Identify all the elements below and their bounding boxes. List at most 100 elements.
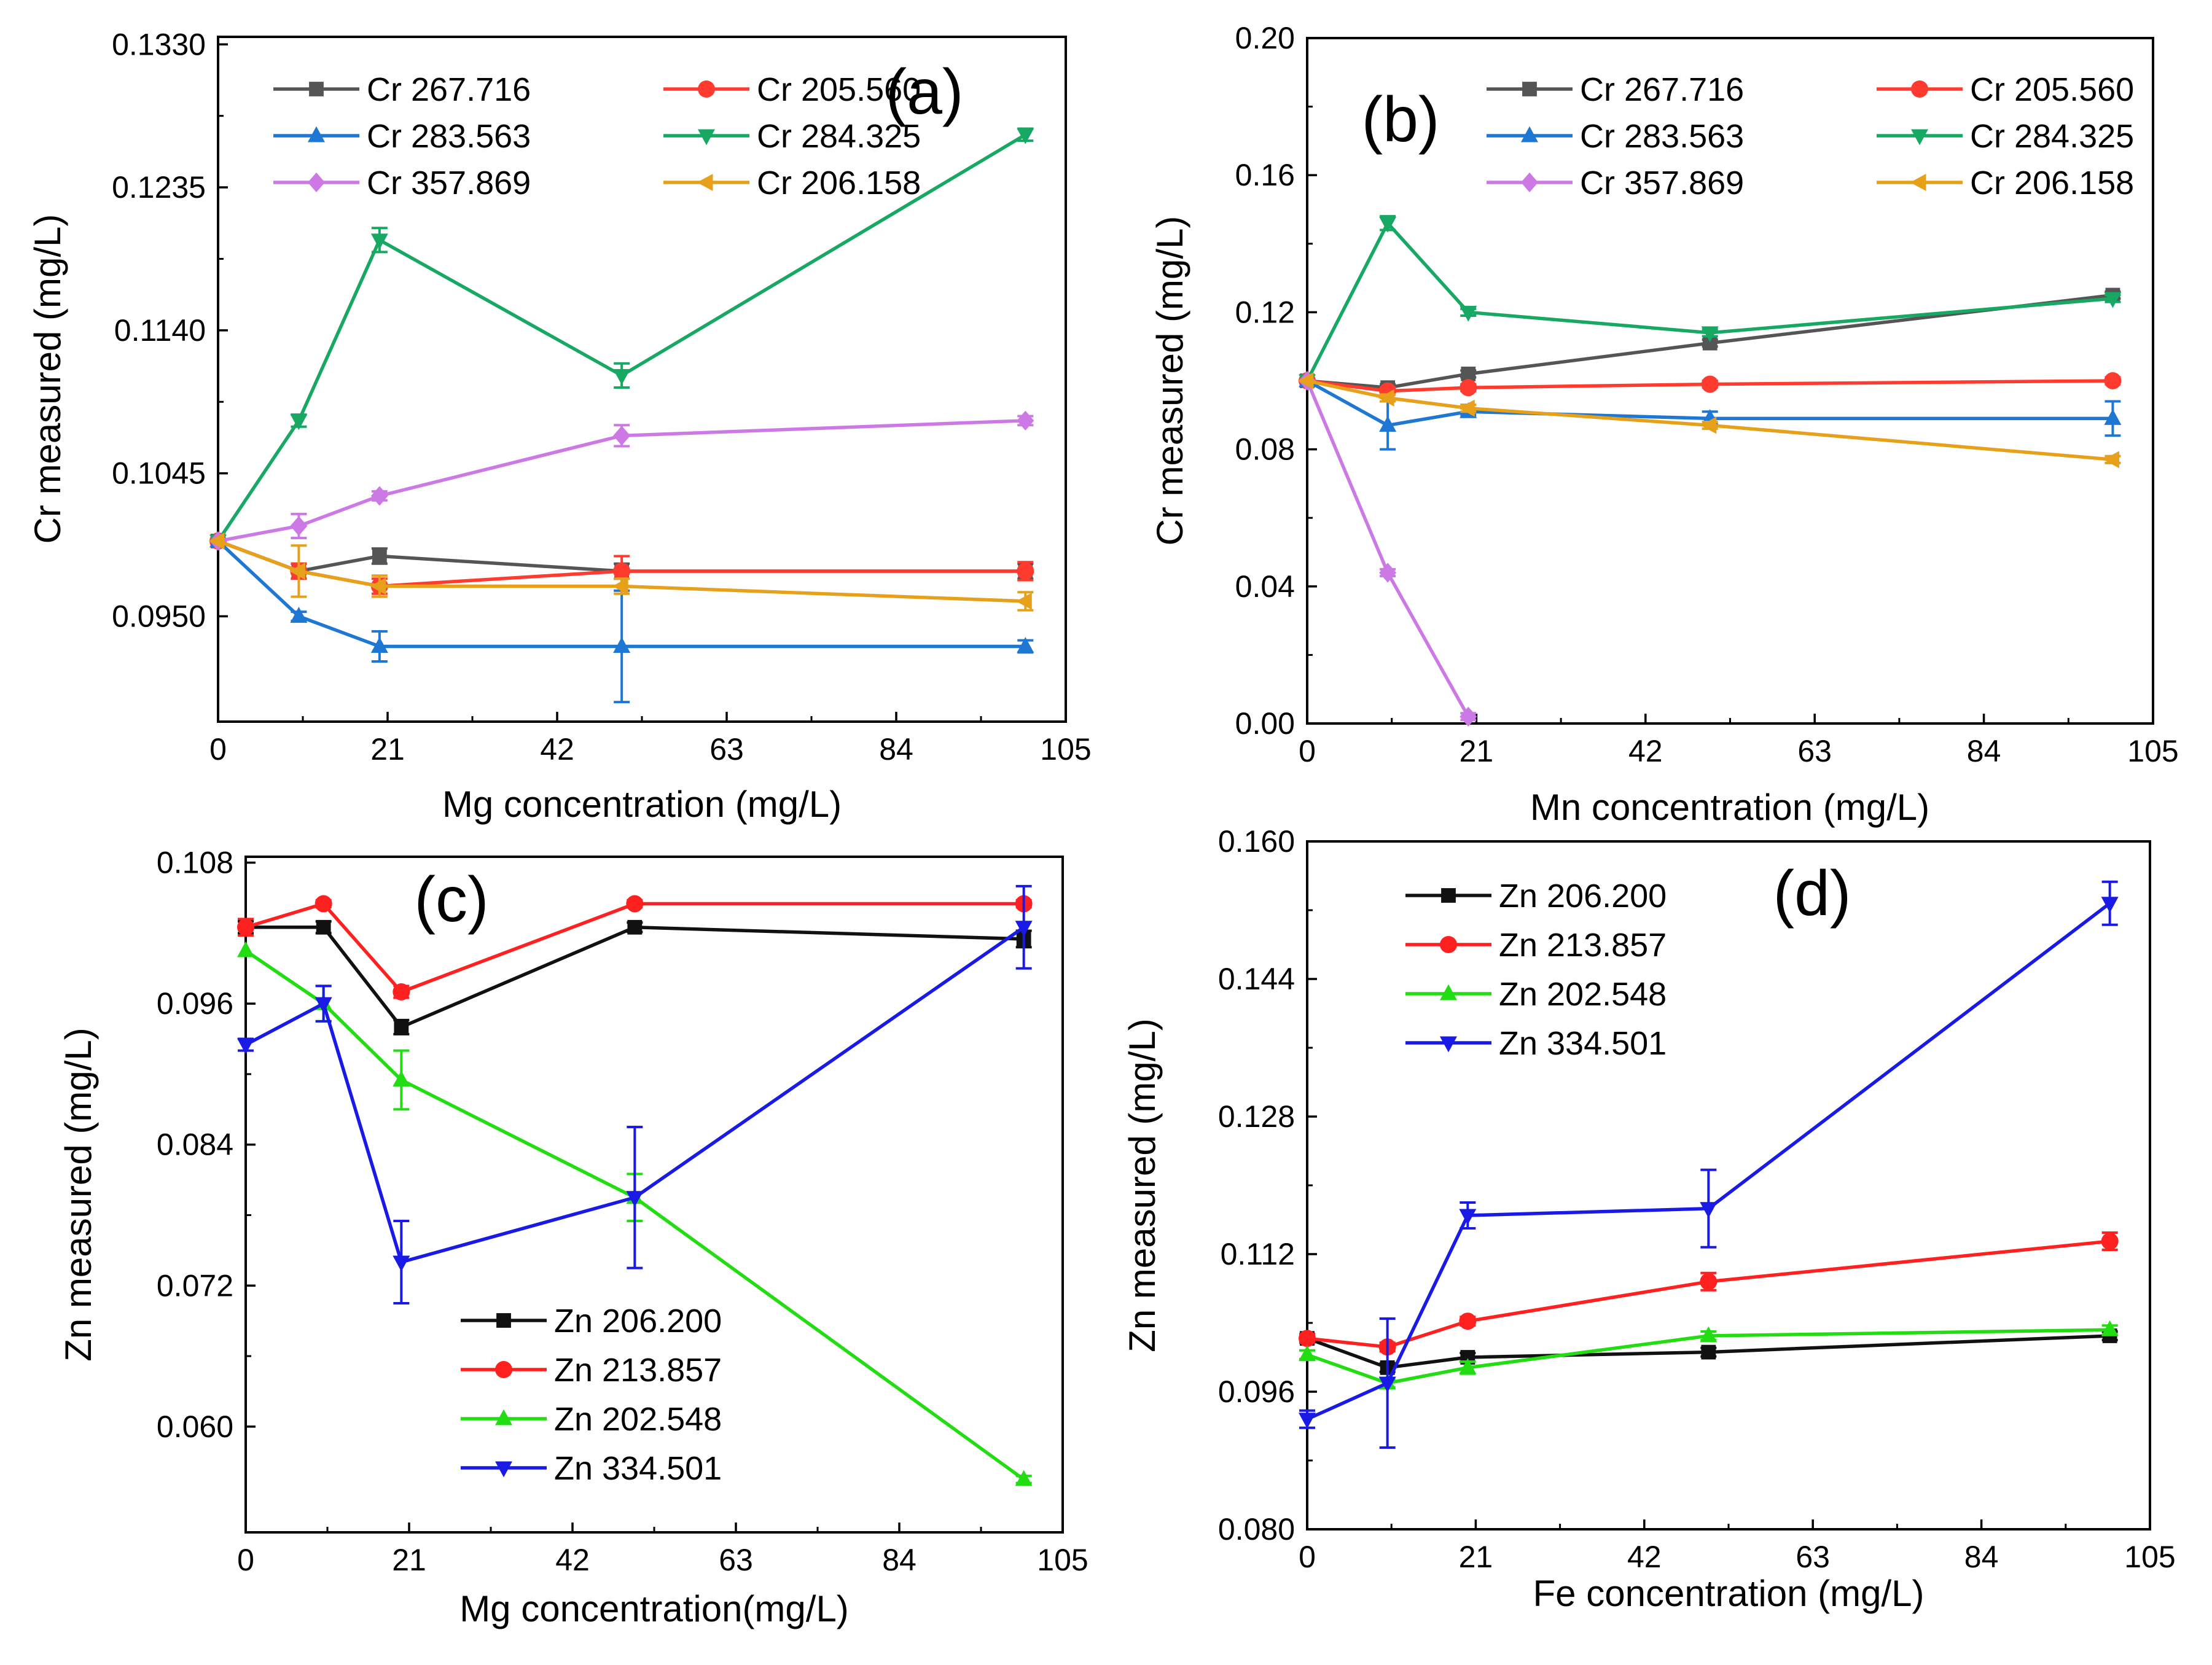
y-axis-title: Cr measured (mg/L) xyxy=(1149,216,1190,546)
series-zn-206-200 xyxy=(238,919,1032,1035)
data-point xyxy=(1015,921,1033,937)
legend-marker xyxy=(1440,1036,1457,1053)
legend-label: Cr 205.560 xyxy=(757,71,921,108)
legend-marker xyxy=(1911,80,1928,98)
data-point xyxy=(393,983,410,1000)
y-tick-label: 0.096 xyxy=(157,986,233,1021)
series-cr-357-869 xyxy=(209,410,1034,552)
data-point xyxy=(290,414,308,431)
x-tick-label: 21 xyxy=(1460,734,1494,768)
chart-panel-a: 0 21 42 63 84 105 0.0950 0.1045 0.1140 0.1235 0.13… xyxy=(27,27,1092,825)
x-tick-label: 0 xyxy=(209,732,227,766)
x-axis-title: Mn concentration (mg/L) xyxy=(1530,787,1929,828)
data-point xyxy=(1700,1202,1718,1219)
data-point xyxy=(237,941,254,957)
data-point xyxy=(1700,416,1717,434)
legend-label: Zn 334.501 xyxy=(554,1450,722,1487)
y-tick-label: 0.20 xyxy=(1235,21,1295,55)
y-tick-label: 0.144 xyxy=(1218,962,1295,996)
legend-marker xyxy=(1441,888,1456,903)
legend-label: Zn 206.200 xyxy=(1499,878,1667,914)
x-tick-label: 63 xyxy=(709,732,744,766)
series-zn-213-857 xyxy=(237,895,1033,1000)
x-tick-label: 21 xyxy=(1459,1540,1493,1574)
data-point xyxy=(2104,372,2122,389)
legend-marker xyxy=(308,126,325,142)
data-point xyxy=(1379,563,1397,583)
data-point xyxy=(2104,292,2122,308)
legend-entry: Cr 267.716 xyxy=(1487,71,1744,108)
data-point xyxy=(290,607,308,623)
legend-marker xyxy=(697,174,713,191)
y-tick-label: 0.108 xyxy=(157,846,233,880)
data-point xyxy=(2101,1233,2119,1250)
y-tick-label: 0.1140 xyxy=(114,313,206,348)
x-tick-label: 0 xyxy=(237,1543,254,1577)
x-tick-label: 105 xyxy=(1037,1543,1088,1577)
data-point xyxy=(1461,366,1476,381)
legend-marker xyxy=(495,1409,512,1425)
legend-marker xyxy=(1521,172,1538,193)
y-tick-label: 0.128 xyxy=(1218,1099,1295,1134)
legend-entry: Zn 206.200 xyxy=(461,1303,722,1339)
x-tick-label: 105 xyxy=(2127,734,2178,768)
data-point xyxy=(612,577,628,595)
x-tick-label: 42 xyxy=(1628,734,1663,768)
panel-label: (a) xyxy=(885,57,963,128)
data-point xyxy=(208,532,225,550)
data-point xyxy=(2104,408,2122,425)
legend-entry: Cr 284.325 xyxy=(1877,118,2134,155)
data-point xyxy=(394,1020,409,1035)
data-point xyxy=(315,895,332,913)
series-zn-334-501 xyxy=(237,884,1033,1304)
legend-marker xyxy=(495,1461,512,1478)
data-point xyxy=(1700,1326,1718,1343)
legend-entry: Zn 213.857 xyxy=(1405,927,1667,964)
legend-label: Cr 206.158 xyxy=(757,165,921,201)
legend-label: Cr 284.325 xyxy=(1970,118,2134,155)
panel-label: (b) xyxy=(1361,84,1439,155)
legend-entry: Cr 205.560 xyxy=(1877,71,2134,108)
x-tick-label: 21 xyxy=(392,1543,426,1577)
data-point xyxy=(1017,562,1034,580)
legend-entry: Cr 357.869 xyxy=(1487,165,1744,201)
series-zn-202-548 xyxy=(1299,1320,2119,1390)
x-axis-title: Fe concentration (mg/L) xyxy=(1533,1573,1925,1614)
legend-entry: Zn 202.548 xyxy=(1405,976,1667,1013)
legend-label: Zn 334.501 xyxy=(1499,1025,1667,1062)
legend-entry: Cr 284.325 xyxy=(663,118,921,155)
y-tick-label: 0.160 xyxy=(1218,824,1295,859)
data-point xyxy=(1015,1470,1033,1486)
data-point xyxy=(370,233,388,250)
legend-label: Cr 357.869 xyxy=(367,165,531,201)
y-axis-title: Zn measured (mg/L) xyxy=(1122,1018,1163,1352)
y-tick-label: 0.0950 xyxy=(112,599,206,633)
data-point xyxy=(1701,326,1719,343)
plot-frame xyxy=(217,36,1067,723)
y-tick-label: 0.112 xyxy=(1221,1237,1295,1271)
data-point xyxy=(1460,706,1477,727)
data-point xyxy=(237,1038,254,1055)
legend-entry: Cr 283.563 xyxy=(1487,118,1744,155)
series-cr-357-869 xyxy=(1299,370,1477,727)
legend-marker xyxy=(496,1313,511,1328)
legend-label: Zn 202.548 xyxy=(1499,976,1667,1013)
x-tick-label: 63 xyxy=(719,1543,753,1577)
data-point xyxy=(1017,128,1034,144)
y-tick-label: 0.12 xyxy=(1235,295,1295,329)
data-point xyxy=(1700,1273,1718,1290)
x-tick-label: 42 xyxy=(540,732,574,766)
data-point xyxy=(627,919,643,935)
data-point xyxy=(2101,1320,2119,1336)
data-point xyxy=(290,516,308,536)
series-cr-205-560 xyxy=(1299,372,2122,400)
y-tick-label: 0.1045 xyxy=(112,456,206,491)
data-point xyxy=(613,368,631,385)
data-point xyxy=(316,919,331,935)
legend-marker xyxy=(1521,126,1538,142)
data-point xyxy=(370,486,388,506)
data-point xyxy=(1299,1413,1316,1429)
x-tick-label: 84 xyxy=(1967,734,2001,768)
data-point xyxy=(1297,372,1314,389)
